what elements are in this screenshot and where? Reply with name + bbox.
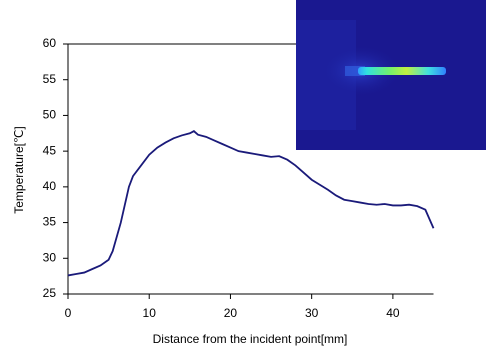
y-tick-label: 50 (43, 108, 57, 122)
thermal-image (296, 0, 486, 150)
y-tick-label: 35 (43, 215, 57, 229)
y-axis-label: Temperature[℃] (12, 126, 26, 214)
chart: Distance from the incident point[mm] Tem… (0, 0, 486, 353)
y-tick-label: 45 (43, 143, 57, 157)
x-axis-label: Distance from the incident point[mm] (153, 332, 348, 346)
data-line (68, 131, 434, 275)
x-tick-label: 10 (143, 306, 157, 320)
y-tick-label: 55 (43, 72, 57, 86)
y-tick-label: 60 (43, 36, 57, 50)
y-tick-label: 40 (43, 179, 57, 193)
y-tick-label: 30 (43, 250, 57, 264)
x-tick-label: 30 (305, 306, 319, 320)
x-tick-label: 20 (224, 306, 238, 320)
x-tick-label: 40 (386, 306, 400, 320)
x-tick-label: 0 (65, 306, 72, 320)
y-tick-label: 25 (43, 286, 57, 300)
